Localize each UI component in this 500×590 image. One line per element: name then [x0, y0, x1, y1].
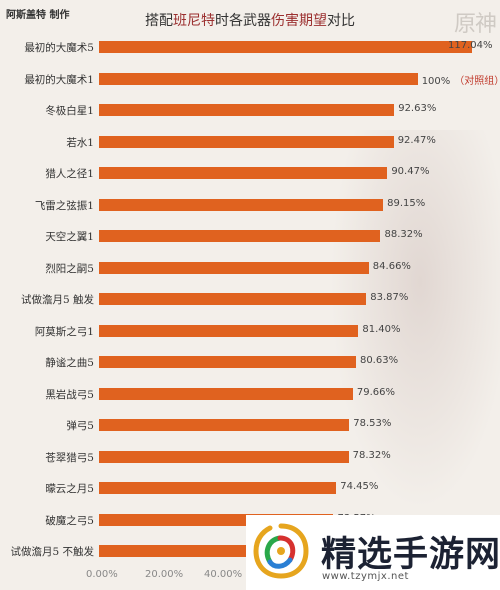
value-label: 117.04% [448, 40, 493, 51]
category-label: 静谧之曲5 [45, 357, 94, 369]
value-label: 74.45% [340, 481, 379, 492]
category-label: 冬极白星1 [45, 105, 94, 117]
value-label: 81.40% [362, 323, 401, 335]
bar [99, 324, 359, 337]
category-label: 黑岩战弓5 [45, 388, 94, 401]
bar [99, 261, 369, 274]
title-highlight-character: 班尼特 [173, 13, 215, 29]
category-label: 曚云之月5 [45, 483, 94, 495]
value-label: 84.66% [372, 260, 411, 272]
game-logo: 原神 [453, 12, 497, 37]
value-label: 92.47% [397, 134, 436, 146]
bar [99, 450, 349, 463]
value-label: 80.63% [359, 355, 399, 366]
category-label: 试做澹月5 触发 [20, 294, 94, 306]
title-highlight-metric: 伤害期望 [271, 13, 327, 29]
value-label: 92.63% [398, 103, 437, 114]
chart-title: 搭配班尼特时各武器伤害期望对比 [0, 10, 500, 30]
bar [99, 41, 472, 53]
x-tick-label: 0.00% [86, 569, 118, 580]
x-tick-label: 40.00% [204, 569, 243, 580]
bar [99, 230, 381, 242]
bar [99, 356, 356, 368]
value-label: 79.66% [356, 386, 395, 398]
title-part-1: 搭配 [145, 13, 173, 29]
category-label: 苍翠猎弓5 [45, 451, 94, 464]
watermark-logo-icon [253, 523, 309, 579]
watermark-url: www.tzymjx.net [322, 571, 409, 582]
bar [99, 387, 353, 400]
category-label: 若水1 [66, 136, 94, 149]
value-label: 88.32% [384, 229, 423, 240]
category-label: 烈阳之嗣5 [45, 262, 94, 275]
value-label: 100% （对照组） [422, 72, 500, 87]
category-label: 试做澹月5 不触发 [10, 546, 94, 558]
bar [99, 135, 394, 148]
bar [99, 104, 395, 116]
bar [99, 167, 388, 179]
category-label: 弹弓5 [66, 420, 94, 432]
bar [99, 482, 337, 494]
category-label: 天空之翼1 [45, 231, 94, 243]
bar [99, 72, 418, 85]
value-label: 78.32% [352, 449, 391, 461]
category-label: 飞雷之弦振1 [34, 199, 94, 212]
category-label: 破魔之弓5 [45, 514, 94, 527]
control-group-annotation: （对照组） [454, 75, 500, 87]
value-label: 89.15% [387, 197, 426, 209]
category-label: 最初的大魔术1 [24, 73, 94, 86]
category-label: 最初的大魔术5 [24, 42, 94, 54]
x-tick-label: 20.00% [145, 569, 184, 580]
title-part-3: 对比 [327, 13, 355, 29]
value-label: 78.53% [353, 418, 392, 429]
watermark-site-name: 精选手游网 [321, 535, 500, 575]
author-credit: 阿斯盖特 制作 [6, 10, 70, 21]
title-part-2: 时各武器 [215, 13, 271, 29]
category-label: 阿莫斯之弓1 [34, 325, 94, 338]
bar [99, 293, 367, 305]
category-label: 猎人之径1 [45, 168, 94, 180]
bar [99, 419, 350, 431]
value-label: 90.47% [391, 166, 430, 177]
value-label: 83.87% [370, 292, 409, 303]
bar [99, 198, 384, 211]
